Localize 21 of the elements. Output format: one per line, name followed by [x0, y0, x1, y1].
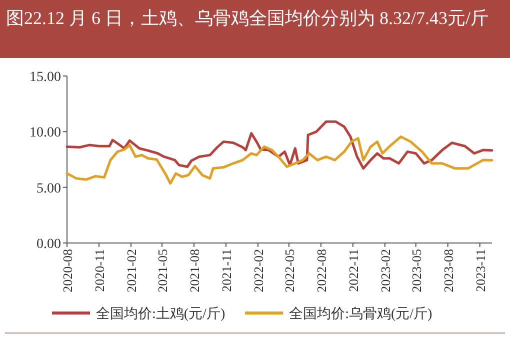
legend-label: 全国均价:乌骨鸡(元/斤) [289, 306, 433, 322]
y-tick-label: 15.00 [30, 70, 61, 85]
x-tick-label: 2023-11 [472, 249, 488, 292]
x-tick-label: 2022-08 [314, 249, 329, 292]
x-tick-label: 2021-02 [124, 249, 139, 292]
x-tick-label: 2021-08 [186, 249, 202, 292]
x-tick-label: 2023-08 [440, 249, 456, 292]
y-tick-label: 0.00 [36, 237, 61, 252]
x-tick-label: 2021-11 [218, 249, 234, 292]
y-tick-label: 10.00 [30, 126, 61, 141]
chart-title: 图22.12 月 6 日，土鸡、乌骨鸡全国均价分别为 8.32/7.43元/斤 [6, 8, 489, 28]
x-tick-label: 2020-08 [60, 249, 75, 292]
legend-label: 全国均价:土鸡(元/斤) [96, 306, 226, 322]
x-tick-label: 2020-11 [92, 249, 107, 292]
x-tick-label: 2022-05 [282, 249, 297, 292]
y-tick-label: 5.00 [36, 181, 61, 196]
x-tick-label: 2022-11 [346, 249, 361, 292]
x-tick-label: 2023-02 [378, 249, 393, 292]
x-tick-label: 2023-05 [408, 249, 424, 292]
x-tick-label: 2021-05 [154, 249, 170, 292]
x-tick-label: 2022-02 [250, 249, 266, 292]
